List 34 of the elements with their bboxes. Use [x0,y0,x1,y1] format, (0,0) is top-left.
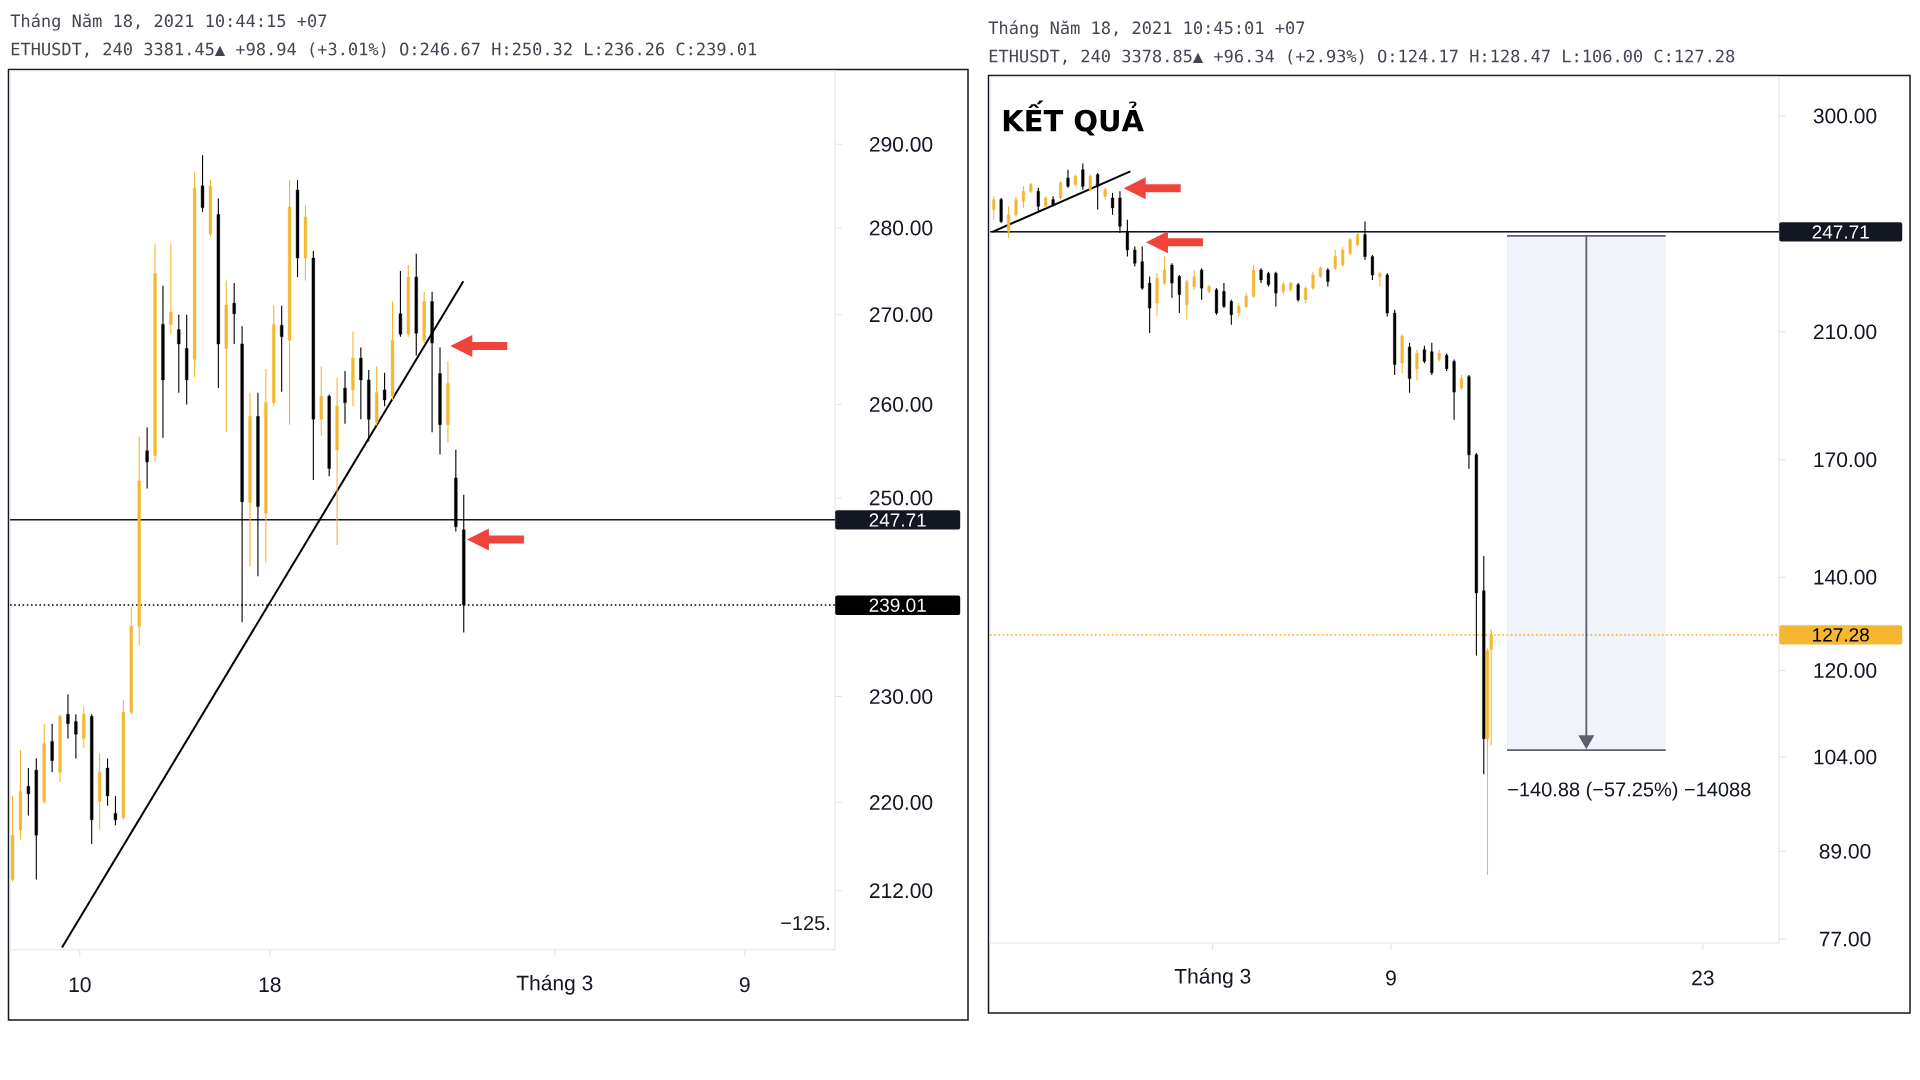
y-tick-label: 170.00 [1814,452,1877,468]
y-tick-label: 77.00 [1819,931,1871,947]
y-tick-label: 140.00 [1814,569,1877,585]
x-tick-label: Tháng 3 [516,974,593,995]
data-label: −140.88 (−57.25%) −14088 [1508,781,1751,801]
x-tick-label: 23 [1692,970,1714,986]
y-tick-label: 210.00 [1813,324,1877,340]
text: Tháng Năm 18, 2021 10:44:15 +07 [10,13,327,31]
x-tick-label: 10 [69,977,91,993]
y-tick-label: 120.00 [1814,663,1877,678]
y-tick-label: 230.00 [869,689,933,704]
x-tick-label: 18 [259,977,281,993]
y-tick-label: 89.00 [1819,843,1871,859]
x-tick-label: Tháng 3 [1174,968,1251,988]
text: ETHUSDT, 240 3378.85▲ +96.34 (+2.93%) O:124.17 H:128.47 L:106.00 C:127.28 [989,49,1735,65]
x-tick-label: 9 [1386,970,1396,986]
y-tick-label: 280.00 [869,220,933,236]
x-tick-label: 9 [739,977,750,993]
y-tick-label: 290.00 [869,136,933,152]
annotation: −125. [781,915,829,931]
ref-line-label: 247.71 [869,513,926,527]
y-tick-label: 220.00 [869,795,933,810]
ref-line-label: 247.71 [1812,225,1869,239]
text: ETHUSDT, 240 3381.45▲ +98.94 (+3.01%) O:246.67 H:250.32 L:236.26 C:239.01 [11,42,757,58]
text: Tháng Năm 18, 2021 10:45:01 +07 [988,20,1305,38]
y-tick-label: 270.00 [869,307,933,323]
ref-line-label: 127.28 [1813,628,1869,642]
ref-line-label: 239.01 [869,598,926,612]
y-tick-label: 104.00 [1814,749,1877,765]
text: KẾT QUẢ [1003,100,1144,136]
y-tick-label: 212.00 [869,883,933,899]
y-tick-label: 300.00 [1813,108,1877,124]
y-tick-label: 260.00 [869,397,933,412]
y-tick-label: 250.00 [869,490,933,506]
